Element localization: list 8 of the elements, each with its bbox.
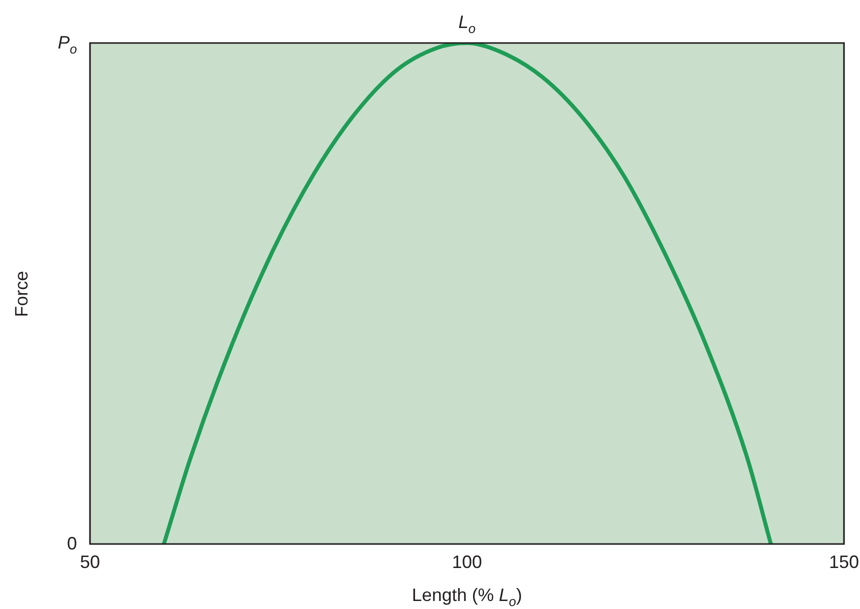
x-tick-label: 100 [452,552,482,573]
x-tick-label: 150 [828,552,860,573]
y-axis-title: Force [12,270,32,317]
annotation: L$_{o}$ [458,12,476,36]
text: 0 [66,534,77,554]
text: P$_{o}$ [58,32,77,56]
x-axis-title: Length (% L$_{o}$) [412,585,522,609]
x-tick-label: 50 [80,552,100,573]
